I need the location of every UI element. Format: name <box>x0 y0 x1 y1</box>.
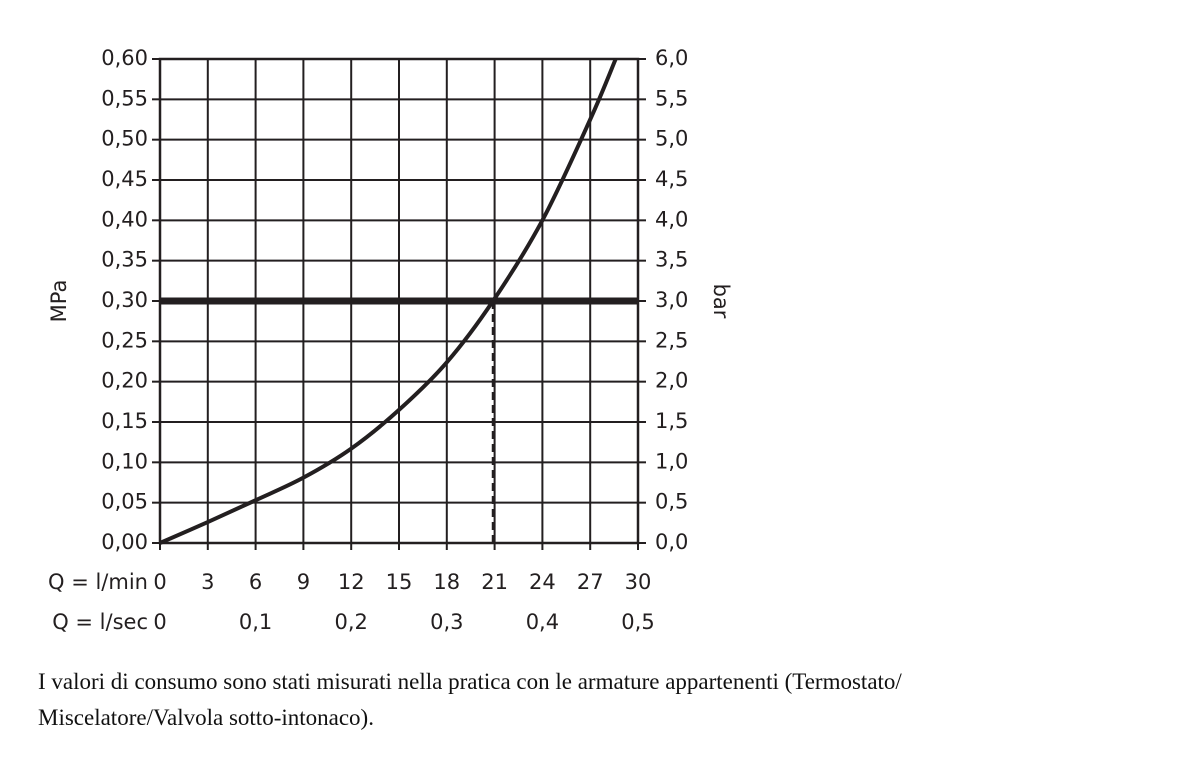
chart: MPa bar Q = l/min Q = l/sec 0,000,050,10… <box>47 46 733 634</box>
x-axis-title: Q = l/min <box>48 570 148 594</box>
x-tick-label: 15 <box>386 570 413 594</box>
x2-tick-label: 0 <box>153 610 166 634</box>
caption-line: I valori di consumo sono stati misurati … <box>38 669 902 694</box>
y2-tick-label: 5,0 <box>655 127 688 151</box>
y-tick-label: 0,40 <box>101 207 148 231</box>
y2-tick-label: 4,0 <box>655 207 688 231</box>
y-tick-label: 0,05 <box>101 490 148 514</box>
y-tick-label: 0,45 <box>101 167 148 191</box>
x-tick-label: 3 <box>201 570 214 594</box>
x-tick-label: 12 <box>338 570 365 594</box>
y-tick-label: 0,25 <box>101 328 148 352</box>
x-tick-label: 24 <box>529 570 556 594</box>
y-tick-label: 0,55 <box>101 86 148 110</box>
x2-tick-label: 0,4 <box>526 610 559 634</box>
x-tick-label: 0 <box>153 570 166 594</box>
x-tick-label: 18 <box>433 570 460 594</box>
y2-tick-label: 1,5 <box>655 409 688 433</box>
x-tick-label: 21 <box>481 570 508 594</box>
y-tick-label: 0,50 <box>101 127 148 151</box>
x2-axis-title: Q = l/sec <box>52 610 148 634</box>
x-tick-label: 6 <box>249 570 262 594</box>
caption-line: Miscelatore/Valvola sotto-intonaco). <box>38 705 374 730</box>
y2-tick-label: 2,5 <box>655 328 688 352</box>
y2-tick-label: 3,0 <box>655 288 688 312</box>
y-tick-label: 0,20 <box>101 369 148 393</box>
caption: I valori di consumo sono stati misurati … <box>38 664 902 736</box>
y-tick-label: 0,35 <box>101 248 148 272</box>
x-tick-label: 30 <box>625 570 652 594</box>
y2-tick-label: 5,5 <box>655 86 688 110</box>
x2-tick-label: 0,1 <box>239 610 272 634</box>
curve <box>159 58 618 545</box>
y-axis-title: MPa <box>47 280 71 323</box>
x-tick-label: 9 <box>297 570 310 594</box>
y-tick-label: 0,60 <box>101 46 148 70</box>
y2-tick-label: 0,5 <box>655 490 688 514</box>
x2-tick-label: 0,2 <box>334 610 367 634</box>
y2-axis-title: bar <box>709 284 733 319</box>
y2-tick-label: 2,0 <box>655 369 688 393</box>
y-tick-label: 0,30 <box>101 288 148 312</box>
y2-tick-label: 1,0 <box>655 449 688 473</box>
y2-tick-label: 6,0 <box>655 46 688 70</box>
y-tick-label: 0,15 <box>101 409 148 433</box>
y2-tick-label: 4,5 <box>655 167 688 191</box>
y-tick-label: 0,10 <box>101 449 148 473</box>
y-tick-label: 0,00 <box>101 530 148 554</box>
y2-tick-label: 0,0 <box>655 530 688 554</box>
x2-tick-label: 0,5 <box>621 610 654 634</box>
y2-tick-label: 3,5 <box>655 248 688 272</box>
x2-tick-label: 0,3 <box>430 610 463 634</box>
x-tick-label: 27 <box>577 570 604 594</box>
